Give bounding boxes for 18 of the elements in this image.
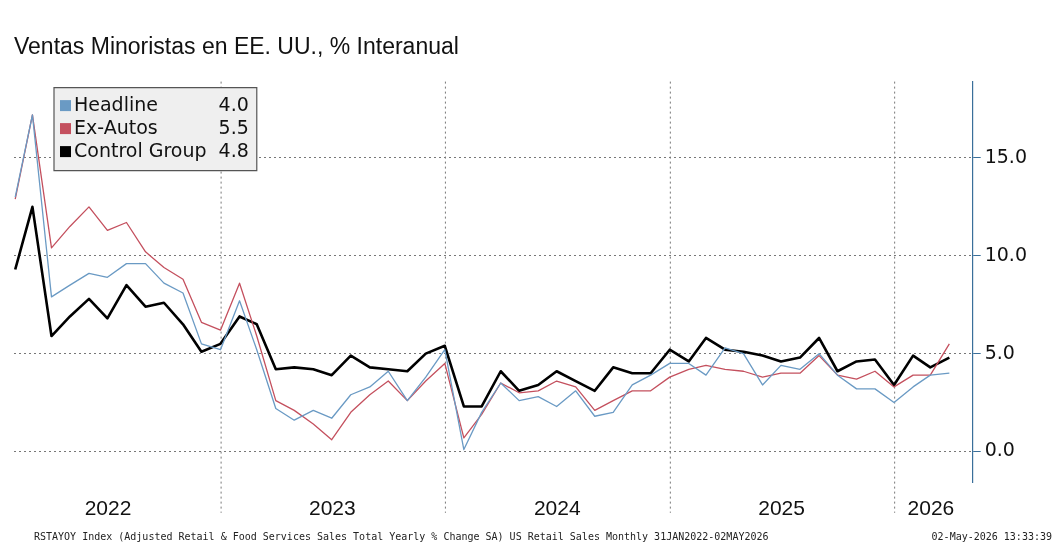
- y-tick-label: 15.0: [984, 144, 1028, 167]
- annotation: 5.5: [218, 116, 249, 139]
- annotation: 4.8: [218, 139, 249, 162]
- legend-label: Headline: [74, 93, 158, 116]
- y-tick-label: 0.0: [984, 438, 1015, 461]
- x-tick-label: 2023: [308, 496, 356, 520]
- annotation: 4.0: [218, 93, 249, 116]
- x-tick-label: 2022: [84, 496, 132, 520]
- x-tick-label: 2025: [758, 496, 805, 520]
- text: 02-May-2026 13:33:39: [931, 531, 1052, 542]
- chart-title: Ventas Minoristas en EE. UU., % Interanual: [14, 33, 459, 60]
- y-tick-label: 10.0: [984, 242, 1028, 265]
- legend-label: Control Group: [74, 139, 207, 162]
- text: RSTAYOY Index (Adjusted Retail & Food Services Sales Total Yearly % Change SA) US Retail Sales Monthly 31JAN2022-02MAY2026: [34, 531, 769, 542]
- legend-label: Ex-Autos: [74, 116, 158, 139]
- x-tick-label: 2024: [533, 496, 581, 520]
- y-tick-label: 5.0: [984, 340, 1015, 363]
- x-tick-label: 2026: [907, 496, 955, 520]
